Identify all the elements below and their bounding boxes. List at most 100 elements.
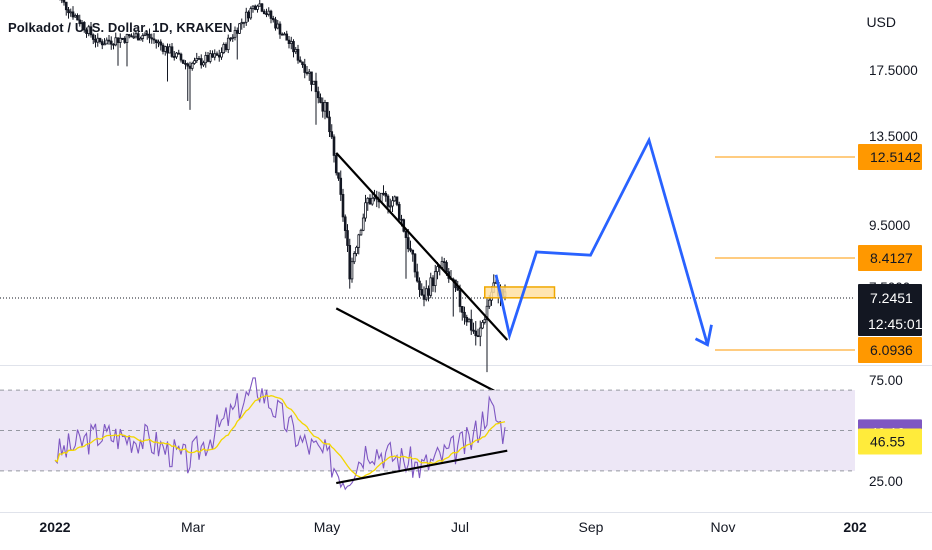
- candle-down: [418, 280, 421, 290]
- candle: [91, 33, 95, 45]
- candle-up: [350, 261, 354, 280]
- candle: [323, 99, 327, 120]
- candle: [316, 86, 320, 104]
- candle-down: [82, 22, 86, 31]
- candle-down: [474, 330, 478, 337]
- candle: [242, 21, 246, 28]
- candle-up: [231, 36, 235, 39]
- breakout-zone: [484, 286, 556, 299]
- candle-up: [467, 318, 471, 323]
- candle: [451, 277, 455, 317]
- level-price-tag-text: 12.5142: [870, 149, 921, 165]
- candle-down: [100, 41, 104, 46]
- candle: [467, 317, 471, 323]
- candle: [154, 39, 158, 49]
- candle-down: [422, 294, 426, 300]
- candle-up: [481, 321, 484, 329]
- candle-down: [476, 335, 480, 338]
- candle: [296, 44, 300, 64]
- candle-up: [190, 62, 194, 69]
- candle: [256, 4, 259, 13]
- candle-down: [229, 37, 232, 40]
- candle: [247, 10, 250, 22]
- candle: [301, 61, 304, 68]
- candle: [409, 240, 412, 253]
- candle-down: [298, 59, 302, 63]
- candle: [204, 51, 208, 68]
- candle: [485, 297, 489, 373]
- candle-up: [226, 37, 230, 51]
- candle-up: [103, 43, 106, 46]
- candle-up: [485, 305, 489, 320]
- candle: [71, 6, 75, 20]
- candle: [161, 42, 165, 55]
- candles: [59, 0, 507, 373]
- candle-down: [339, 177, 343, 195]
- candle-up: [240, 22, 244, 25]
- candle: [310, 71, 313, 92]
- candle-down: [368, 197, 372, 205]
- candle-up: [483, 319, 487, 323]
- candle-up: [141, 35, 145, 39]
- candle-down: [145, 33, 149, 36]
- candle-down: [460, 306, 464, 313]
- candle: [163, 45, 167, 56]
- candle: [265, 8, 268, 18]
- candle: [337, 172, 340, 181]
- candle-down: [431, 277, 435, 287]
- candle-down: [406, 237, 410, 250]
- candle: [186, 62, 190, 102]
- candle-down: [224, 44, 228, 51]
- candle-down: [285, 33, 289, 41]
- candle-up: [364, 202, 367, 219]
- candle-up: [105, 39, 109, 45]
- candle: [240, 18, 244, 30]
- candle: [231, 34, 235, 42]
- candle-down: [328, 116, 331, 133]
- candle: [244, 7, 248, 26]
- candle-down: [247, 11, 250, 19]
- candle: [217, 49, 221, 62]
- candle: [112, 43, 115, 50]
- candle-down: [136, 33, 140, 41]
- candle-down: [123, 37, 127, 43]
- candle: [280, 32, 284, 36]
- candle-down: [181, 59, 185, 64]
- candle: [175, 52, 178, 59]
- candle: [125, 33, 129, 67]
- candle-up: [267, 10, 271, 15]
- candle: [94, 34, 97, 48]
- candle-up: [323, 102, 327, 112]
- time-tick-label: 2022: [39, 519, 70, 535]
- candle: [152, 33, 156, 44]
- candle-up: [195, 58, 199, 62]
- candle-up: [249, 8, 253, 19]
- candle: [195, 52, 199, 63]
- candle-up: [436, 266, 439, 273]
- time-tick-label: May: [314, 519, 340, 535]
- candle-down: [274, 19, 277, 29]
- candle-up: [388, 205, 392, 208]
- candle: [433, 264, 437, 293]
- candle: [460, 305, 464, 321]
- candle: [170, 43, 174, 58]
- candle-up: [251, 5, 255, 9]
- candle-down: [112, 43, 115, 46]
- price-tick-label: 17.5000: [869, 63, 918, 78]
- level-price-tag-bg: [858, 144, 922, 170]
- candle-up: [96, 37, 100, 43]
- candle: [368, 194, 372, 205]
- candle-up: [366, 197, 370, 204]
- candle-down: [332, 136, 336, 156]
- candle: [136, 28, 140, 41]
- symbol-title[interactable]: Polkadot / U. S. Dollar, 1D, KRAKEN: [8, 20, 233, 35]
- candle-down: [301, 61, 304, 66]
- candle: [226, 34, 230, 54]
- candle: [76, 13, 79, 21]
- candle: [287, 36, 291, 49]
- candle-down: [292, 41, 295, 53]
- candle: [85, 27, 88, 38]
- candle: [199, 54, 203, 69]
- level-price-tag-text: 6.0936: [870, 342, 913, 358]
